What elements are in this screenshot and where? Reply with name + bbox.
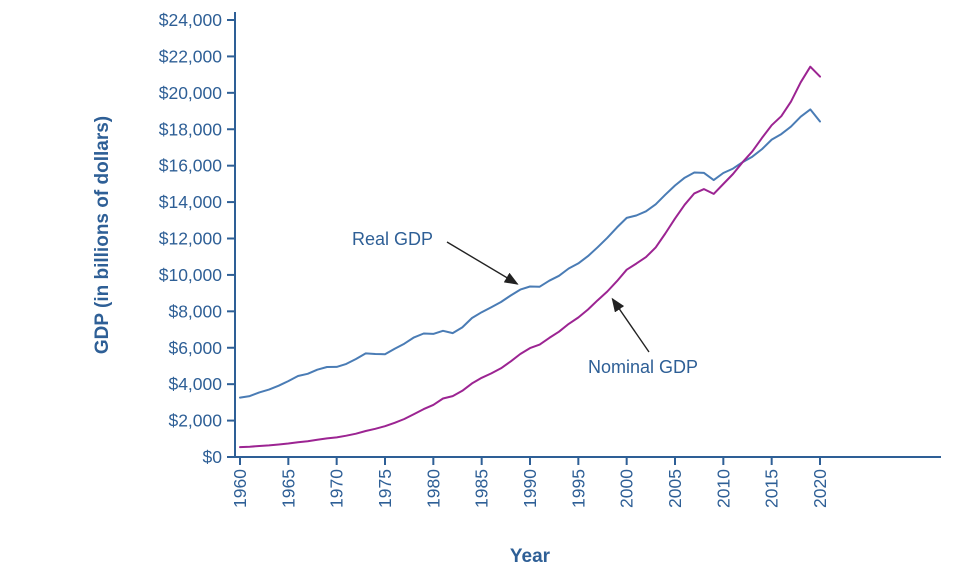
real-gdp-label: Real GDP [352,229,434,249]
y-tick-label: $2,000 [168,411,222,431]
x-tick-label: 1995 [568,469,588,508]
x-tick-label: 2010 [713,469,733,508]
nominal-gdp-arrow [611,297,650,353]
y-tick-label: $0 [203,447,223,467]
real-gdp-line [239,108,821,399]
x-tick-label: 1960 [230,469,250,508]
y-tick-label: $12,000 [159,229,223,249]
y-tick-label: $10,000 [159,265,223,285]
x-tick-label: 2015 [762,469,782,508]
y-tick-label: $6,000 [168,338,222,358]
y-axis-title: GDP (in billions of dollars) [92,115,113,355]
x-tick-label: 2000 [617,469,637,508]
y-tick-label: $4,000 [168,374,222,394]
y-tick-label: $20,000 [159,83,223,103]
y-tick-label: $24,000 [159,10,223,30]
y-tick-label: $22,000 [159,46,223,66]
x-tick-label: 1985 [472,469,492,508]
nominal-gdp-line [239,65,821,449]
nominal-gdp-label: Nominal GDP [588,357,699,377]
y-tick-label: $16,000 [159,156,223,176]
y-tick-label: $14,000 [159,192,223,212]
y-tick-label: $8,000 [168,301,222,321]
x-axis-title: Year [509,546,551,567]
x-tick-label: 2005 [665,469,685,508]
x-tick-label: 1990 [520,469,540,508]
x-tick-label: 2020 [810,469,830,508]
real-gdp-arrow [446,241,519,285]
x-tick-label: 1980 [423,469,443,508]
x-tick-label: 1975 [375,469,395,508]
y-tick-label: $18,000 [159,119,223,139]
x-tick-label: 1965 [278,469,298,508]
x-tick-label: 1970 [327,469,347,508]
